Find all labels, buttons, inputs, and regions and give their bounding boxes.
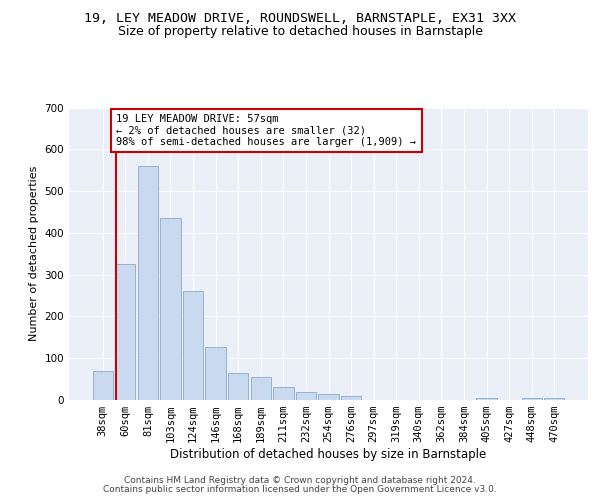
Y-axis label: Number of detached properties: Number of detached properties [29, 166, 39, 342]
Text: 19, LEY MEADOW DRIVE, ROUNDSWELL, BARNSTAPLE, EX31 3XX: 19, LEY MEADOW DRIVE, ROUNDSWELL, BARNST… [84, 12, 516, 26]
Text: 19 LEY MEADOW DRIVE: 57sqm
← 2% of detached houses are smaller (32)
98% of semi-: 19 LEY MEADOW DRIVE: 57sqm ← 2% of detac… [116, 114, 416, 147]
Text: Contains public sector information licensed under the Open Government Licence v3: Contains public sector information licen… [103, 485, 497, 494]
Bar [544, 398, 565, 400]
Bar [205, 346, 226, 400]
Bar [228, 373, 248, 400]
Bar [296, 392, 316, 400]
Text: Size of property relative to detached houses in Barnstaple: Size of property relative to detached ho… [118, 25, 482, 38]
Bar [341, 396, 361, 400]
Bar [160, 218, 181, 400]
Bar [115, 264, 136, 400]
Bar [251, 377, 271, 400]
Bar [476, 398, 497, 400]
Bar [319, 394, 338, 400]
Bar [92, 371, 113, 400]
Bar [273, 388, 293, 400]
Bar [183, 292, 203, 400]
Bar [138, 166, 158, 400]
Bar [521, 398, 542, 400]
Text: Contains HM Land Registry data © Crown copyright and database right 2024.: Contains HM Land Registry data © Crown c… [124, 476, 476, 485]
X-axis label: Distribution of detached houses by size in Barnstaple: Distribution of detached houses by size … [170, 448, 487, 461]
